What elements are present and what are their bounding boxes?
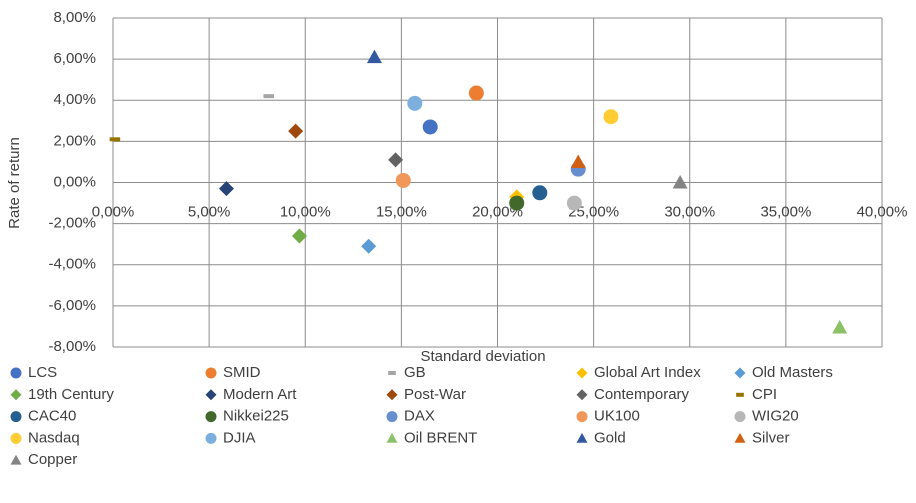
y-axis-title: Rate of return — [6, 137, 23, 229]
legend-marker — [736, 392, 744, 397]
x-tick-label: 30,00% — [664, 203, 715, 220]
legend-label: WIG20 — [752, 408, 799, 425]
legend-marker — [576, 411, 588, 423]
data-point — [422, 119, 438, 135]
data-point — [509, 195, 525, 211]
legend-label: GB — [404, 364, 426, 381]
legend-label: DJIA — [223, 429, 256, 446]
legend-marker — [576, 432, 588, 443]
data-point — [407, 95, 423, 111]
legend-marker — [205, 367, 217, 379]
legend-label: Oil BRENT — [404, 429, 477, 446]
data-point — [291, 228, 307, 244]
legend-label: Nikkei225 — [223, 408, 289, 425]
legend-marker — [10, 411, 22, 423]
y-tick-label: 8,00% — [53, 9, 96, 26]
x-tick-label: 5,00% — [188, 203, 231, 220]
data-point — [570, 154, 586, 168]
data-point — [566, 195, 582, 211]
data-point — [532, 185, 548, 201]
data-point — [366, 49, 382, 64]
legend-label: 19th Century — [28, 386, 114, 403]
legend-label: Post-War — [404, 386, 466, 403]
y-tick-label: 2,00% — [53, 132, 96, 149]
legend-marker — [10, 454, 22, 465]
legend-marker — [386, 432, 398, 443]
legend-marker — [205, 432, 217, 444]
y-tick-label: -6,00% — [48, 297, 96, 314]
legend-marker — [10, 389, 22, 401]
legend-marker — [576, 367, 588, 379]
data-point — [109, 137, 121, 142]
legend-marker — [388, 371, 396, 375]
data-point — [361, 238, 377, 254]
legend-label: DAX — [404, 408, 435, 425]
x-tick-label: 15,00% — [376, 203, 427, 220]
data-point — [263, 94, 274, 99]
legend-marker — [734, 367, 746, 379]
x-tick-label: 20,00% — [472, 203, 523, 220]
data-point — [218, 181, 234, 197]
data-point — [388, 152, 404, 168]
legend-label: Gold — [594, 429, 626, 446]
legend-label: LCS — [28, 364, 57, 381]
data-point — [395, 172, 411, 188]
data-point — [603, 109, 619, 125]
legend-marker — [576, 389, 588, 401]
legend-label: Nasdaq — [28, 429, 80, 446]
x-tick-label: 0,00% — [92, 203, 135, 220]
legend-label: Contemporary — [594, 386, 690, 403]
legend-label: Modern Art — [223, 386, 297, 403]
x-axis-title: Standard deviation — [420, 348, 545, 365]
y-tick-label: -4,00% — [48, 256, 96, 273]
y-tick-label: 4,00% — [53, 91, 96, 108]
legend-label: CPI — [752, 386, 777, 403]
x-tick-label: 10,00% — [280, 203, 331, 220]
data-point — [832, 319, 848, 334]
legend-marker — [10, 432, 22, 444]
data-point — [288, 123, 304, 139]
legend-marker — [734, 411, 746, 423]
x-tick-label: 40,00% — [857, 203, 908, 220]
data-point — [468, 85, 484, 101]
x-tick-label: 35,00% — [760, 203, 811, 220]
legend-label: CAC40 — [28, 408, 76, 425]
y-tick-label: -2,00% — [48, 215, 96, 232]
legend-label: Old Masters — [752, 364, 833, 381]
y-tick-label: -8,00% — [48, 338, 96, 355]
legend-label: Copper — [28, 451, 77, 468]
legend-label: Global Art Index — [594, 364, 701, 381]
data-point — [672, 175, 688, 189]
legend-marker — [734, 432, 746, 443]
legend-label: Silver — [752, 429, 790, 446]
legend-label: SMID — [223, 364, 261, 381]
legend-marker — [205, 389, 217, 401]
legend-marker — [10, 367, 22, 379]
legend-label: UK100 — [594, 408, 640, 425]
legend-marker — [386, 411, 398, 423]
y-tick-label: 0,00% — [53, 173, 96, 190]
x-tick-label: 25,00% — [568, 203, 619, 220]
y-tick-label: 6,00% — [53, 50, 96, 67]
legend-marker — [386, 389, 398, 401]
legend-marker — [205, 411, 217, 423]
